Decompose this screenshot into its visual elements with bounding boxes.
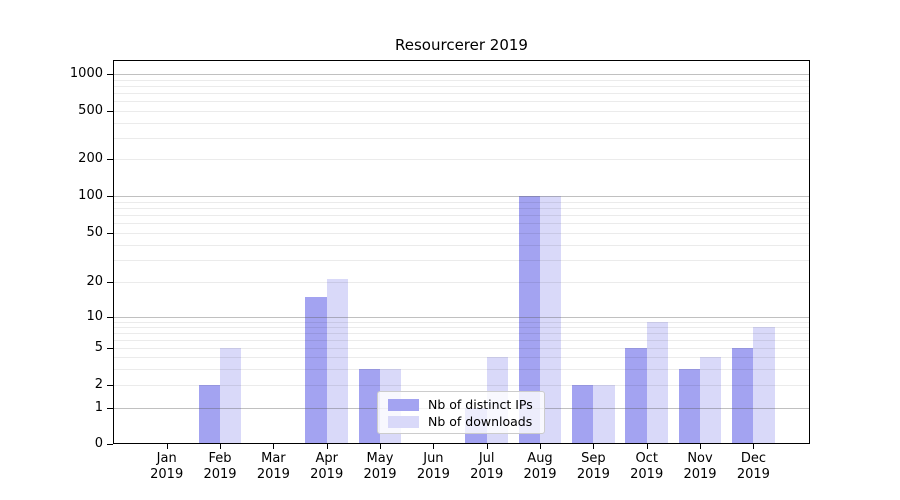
bar-downloads-feb — [220, 348, 242, 443]
legend-swatch-downloads — [388, 415, 419, 428]
gridline-minor — [114, 333, 809, 334]
y-tick-label: 10 — [86, 309, 103, 324]
gridline-minor — [114, 385, 809, 386]
x-tick — [700, 444, 701, 449]
y-tick — [107, 196, 113, 197]
y-tick-label: 100 — [78, 188, 103, 203]
x-tick — [273, 444, 275, 449]
gridline-minor — [114, 348, 809, 349]
y-tick — [107, 408, 113, 409]
legend-swatch-distinct-ips — [388, 398, 419, 411]
y-tick-label: 500 — [78, 103, 103, 118]
gridline-minor — [114, 368, 809, 370]
gridline-minor — [114, 321, 809, 323]
x-tick-label: Nov 2019 — [683, 451, 717, 482]
y-tick — [107, 348, 113, 349]
y-tick — [107, 111, 113, 112]
chart-title: Resourcerer 2019 — [395, 36, 528, 54]
gridline-minor — [114, 339, 809, 341]
x-tick — [646, 444, 648, 449]
legend-label-distinct-ips: Nb of distinct IPs — [428, 396, 533, 412]
y-tick — [107, 74, 113, 75]
gridline-minor — [114, 201, 809, 203]
x-tick — [540, 444, 541, 449]
bar-distinct-ips-apr — [305, 296, 327, 443]
x-tick — [326, 444, 328, 449]
gridline-minor — [114, 111, 809, 112]
x-tick-label: Mar 2019 — [256, 451, 290, 482]
y-tick — [107, 443, 113, 445]
y-tick — [107, 385, 113, 386]
y-tick-label: 0 — [94, 435, 103, 451]
x-tick-label: Jul 2019 — [470, 451, 504, 482]
gridline-minor — [114, 122, 809, 124]
x-tick-label: Oct 2019 — [630, 451, 664, 482]
bar-downloads-aug — [540, 196, 562, 443]
gridline-minor — [114, 244, 809, 246]
x-tick — [486, 444, 488, 449]
bar-downloads-oct — [646, 321, 668, 443]
gridline-major — [114, 317, 809, 318]
x-tick — [166, 444, 168, 449]
gridline-minor — [114, 85, 809, 87]
x-tick-label: Apr 2019 — [310, 451, 344, 482]
gridline-minor — [114, 207, 809, 209]
gridline-minor — [114, 159, 809, 160]
y-tick-label: 50 — [86, 225, 103, 240]
gridline-minor — [114, 233, 809, 234]
legend-item-distinct-ips: Nb of distinct IPs — [388, 397, 535, 412]
x-tick-label: Feb 2019 — [203, 451, 237, 482]
x-tick — [593, 444, 595, 449]
gridline-minor — [114, 93, 809, 94]
gridline-minor — [114, 101, 809, 103]
gridline-minor — [114, 137, 809, 139]
bar-downloads-sep — [593, 385, 615, 443]
y-tick — [107, 159, 113, 160]
gridline-major — [114, 74, 809, 75]
gridline-minor — [114, 282, 809, 283]
bar-distinct-ips-feb — [198, 385, 220, 443]
y-tick-label: 1 — [94, 400, 103, 415]
bar-distinct-ips-aug — [518, 196, 540, 443]
y-tick-label: 200 — [78, 151, 103, 166]
bar-downloads-dec — [753, 327, 775, 443]
gridline-minor — [114, 260, 809, 262]
gridline-minor — [114, 357, 809, 358]
y-tick-label: 20 — [86, 274, 103, 289]
bar-downloads-apr — [326, 279, 348, 443]
bar-distinct-ips-sep — [572, 385, 594, 443]
bar-distinct-ips-oct — [625, 348, 647, 443]
x-tick — [220, 444, 221, 449]
legend-label-downloads: Nb of downloads — [428, 413, 533, 429]
x-tick-label: May 2019 — [363, 451, 397, 482]
gridline-minor — [114, 223, 809, 225]
x-tick — [380, 444, 381, 449]
y-tick-label: 1000 — [69, 66, 103, 81]
gridline-major — [114, 196, 809, 197]
bar-distinct-ips-may — [358, 368, 380, 443]
bar-downloads-nov — [700, 357, 722, 443]
bar-distinct-ips-dec — [732, 348, 754, 443]
x-tick-label: Aug 2019 — [523, 451, 557, 482]
x-tick-label: Jan 2019 — [150, 451, 184, 482]
y-tick-label: 5 — [94, 340, 103, 355]
x-tick-label: Sep 2019 — [576, 451, 610, 482]
y-tick-label: 2 — [94, 377, 103, 392]
gridline-minor — [114, 215, 809, 216]
legend-item-downloads: Nb of downloads — [388, 414, 535, 429]
x-tick-label: Dec 2019 — [736, 451, 770, 482]
x-tick — [753, 444, 755, 449]
x-tick — [433, 444, 435, 449]
legend: Nb of distinct IPs Nb of downloads — [377, 391, 545, 434]
gridline-minor — [114, 327, 809, 328]
y-tick — [107, 233, 113, 234]
y-tick — [107, 317, 113, 318]
bar-distinct-ips-nov — [678, 368, 700, 443]
gridline-minor — [114, 79, 809, 81]
x-tick-label: Jun 2019 — [416, 451, 450, 482]
y-tick — [107, 282, 113, 283]
